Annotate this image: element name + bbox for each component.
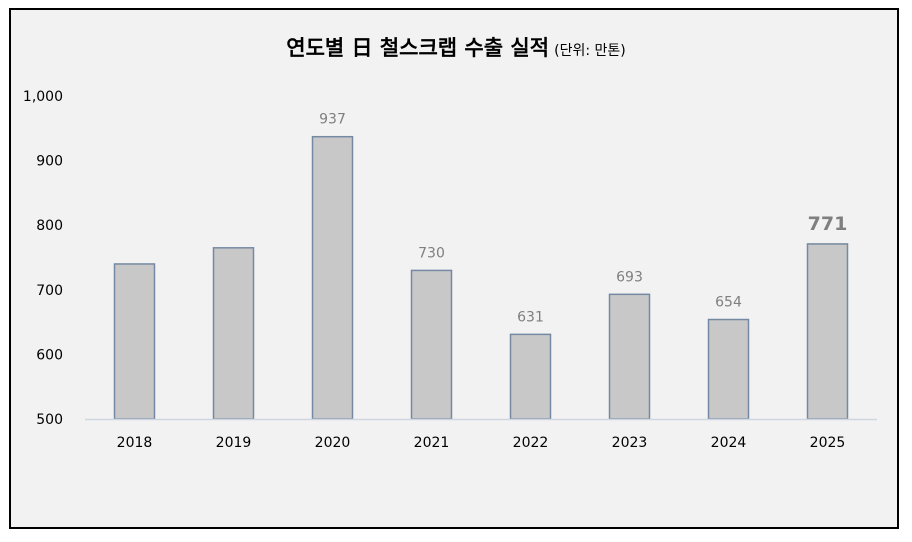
data-label-highlight: 771	[808, 213, 848, 235]
x-tick-label: 2021	[414, 435, 450, 451]
x-tick-label: 2019	[216, 435, 252, 451]
chart-frame: 연도별 日 철스크랩 수출 실적 (단위: 만톤) 500 600 700 800 90…	[9, 8, 899, 529]
x-tick-label: 2018	[117, 435, 153, 451]
bar-2019	[212, 247, 255, 420]
y-tick-label: 800	[36, 218, 63, 234]
chart-unit-note: (단위: 만톤)	[554, 43, 626, 59]
bar-2024	[707, 318, 750, 420]
bar-chart: 500 600 700 800 900 1,000 2018 2019 2020 937 2021 7…	[23, 89, 877, 451]
x-tick-label: 2024	[711, 435, 747, 451]
y-tick-label: 600	[36, 347, 63, 363]
x-tick-label: 2023	[612, 435, 648, 451]
x-tick-label: 2025	[810, 435, 846, 451]
bar-2023	[608, 293, 651, 420]
y-tick-label: 500	[36, 412, 63, 428]
data-label: 937	[319, 112, 346, 128]
bar-2020	[311, 135, 354, 420]
data-label: 631	[517, 309, 544, 325]
bar-2018	[113, 263, 156, 420]
x-tick-label: 2022	[513, 435, 549, 451]
bar-2025	[806, 243, 849, 420]
data-label: 730	[418, 245, 445, 261]
x-tick-label: 2020	[315, 435, 351, 451]
y-tick-label: 700	[36, 283, 63, 299]
y-tick-label: 1,000	[23, 89, 63, 105]
chart-title: 연도별 日 철스크랩 수출 실적	[286, 36, 550, 60]
data-label: 654	[715, 295, 742, 311]
data-label: 693	[616, 269, 643, 285]
bar-2022	[509, 333, 552, 420]
chart-title-row: 연도별 日 철스크랩 수출 실적 (단위: 만톤)	[11, 32, 901, 62]
y-tick-label: 900	[36, 154, 63, 170]
bar-2021	[410, 269, 453, 420]
